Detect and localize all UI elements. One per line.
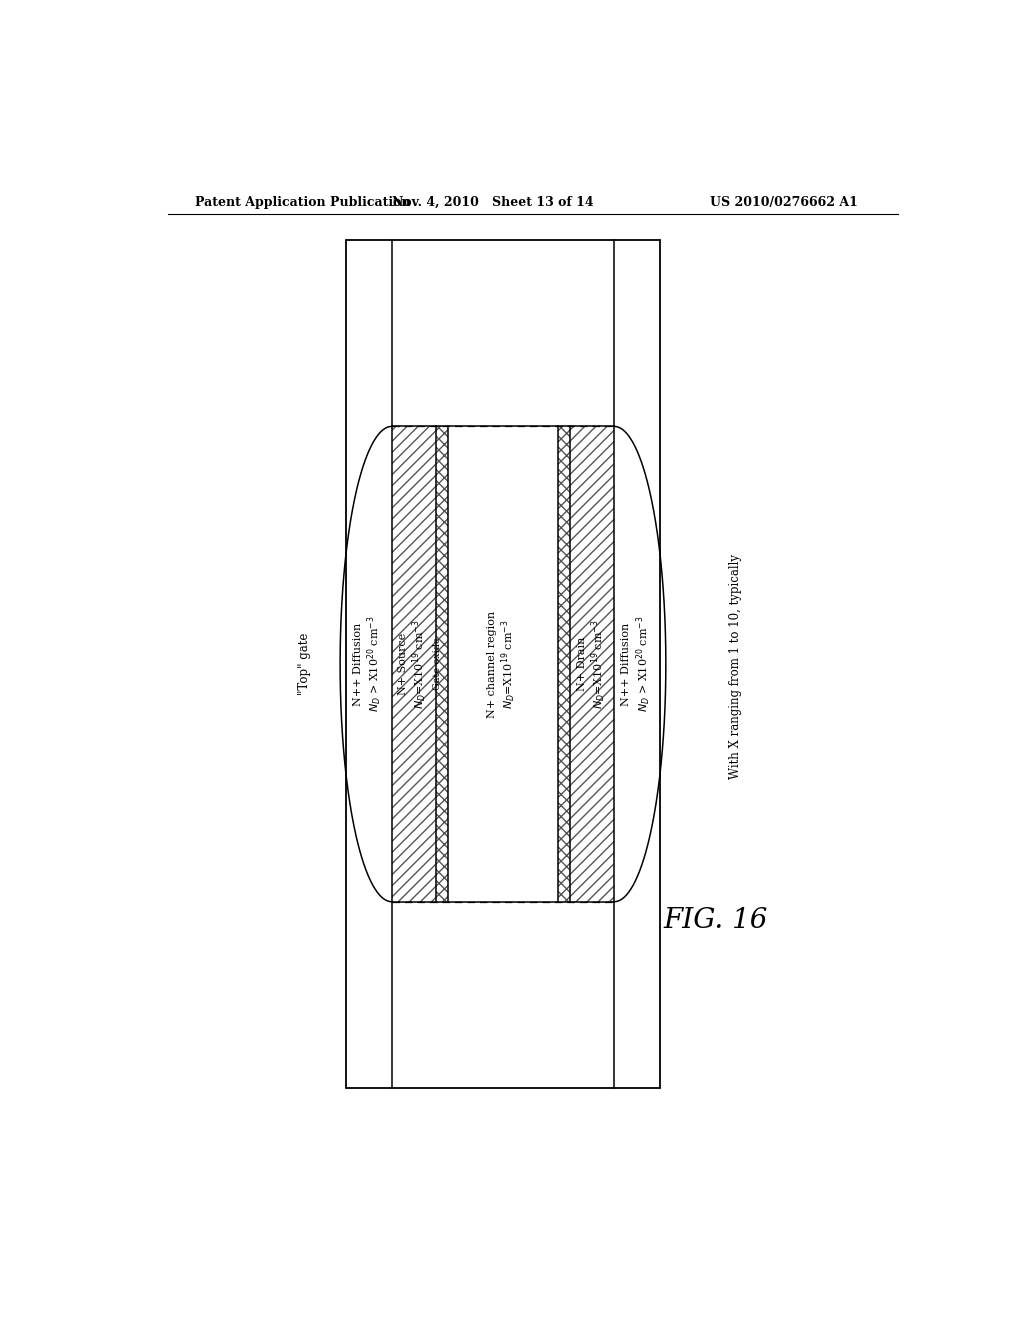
Bar [449,426,558,902]
Bar [346,240,659,1089]
Text: With X ranging from 1 to 10, typically: With X ranging from 1 to 10, typically [729,554,741,779]
Bar [614,240,659,1089]
Text: US 2010/0276662 A1: US 2010/0276662 A1 [711,195,858,209]
Bar [392,426,435,902]
Text: Gate oxide: Gate oxide [433,638,442,690]
Text: Nov. 4, 2010   Sheet 13 of 14: Nov. 4, 2010 Sheet 13 of 14 [392,195,594,209]
Text: N+ Source
$N_D$=X10$^{19}$ cm$^{-3}$: N+ Source $N_D$=X10$^{19}$ cm$^{-3}$ [398,619,429,709]
Text: N++ Diffusion
$N_D$ > X10$^{20}$ cm$^{-3}$: N++ Diffusion $N_D$ > X10$^{20}$ cm$^{-3… [622,615,652,713]
Text: N++ Diffusion
$N_D$ > X10$^{20}$ cm$^{-3}$: N++ Diffusion $N_D$ > X10$^{20}$ cm$^{-3… [353,615,384,713]
Bar [346,240,392,1089]
Bar [558,426,570,902]
Text: N+ channel region
$N_D$=X10$^{19}$ cm$^{-3}$: N+ channel region $N_D$=X10$^{19}$ cm$^{… [487,610,518,718]
Bar [435,426,449,902]
Text: "Top" gate: "Top" gate [298,632,311,696]
Bar [570,426,614,902]
Text: Patent Application Publication: Patent Application Publication [196,195,411,209]
Text: FIG. 16: FIG. 16 [664,907,767,935]
Text: N+ Drain
$N_D$=X10$^{19}$ cm$^{-3}$: N+ Drain $N_D$=X10$^{19}$ cm$^{-3}$ [577,619,608,709]
